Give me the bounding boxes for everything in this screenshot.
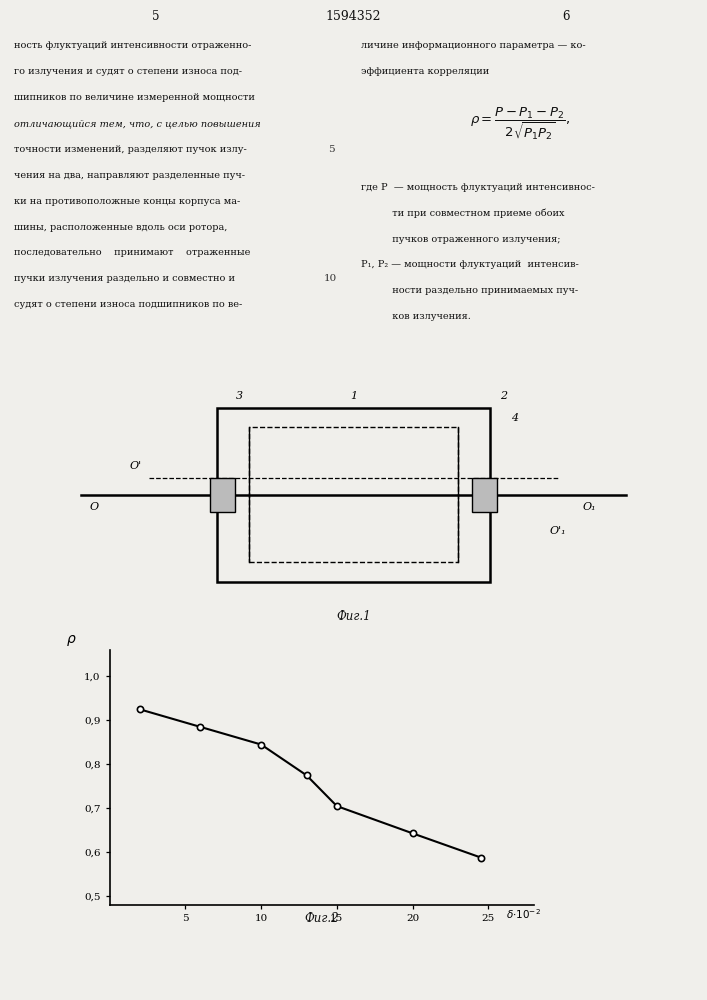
Text: 1: 1 (350, 391, 357, 401)
Text: P₁, P₂ — мощности флуктуаций  интенсив-: P₁, P₂ — мощности флуктуаций интенсив- (361, 260, 578, 269)
Text: O: O (90, 502, 99, 512)
Text: последовательно    принимают    отраженные: последовательно принимают отраженные (14, 248, 250, 257)
Text: O₁: O₁ (583, 502, 597, 512)
Text: ки на противоположные концы корпуса ма-: ки на противоположные концы корпуса ма- (14, 197, 240, 206)
Text: 3: 3 (236, 391, 243, 401)
Text: $\rho$: $\rho$ (66, 633, 77, 648)
Text: 4: 4 (511, 413, 518, 423)
Bar (472, 478, 497, 512)
Text: пучки излучения раздельно и совместно и: пучки излучения раздельно и совместно и (14, 274, 235, 283)
Text: ность флуктуаций интенсивности отраженно-: ность флуктуаций интенсивности отраженно… (14, 41, 252, 50)
Text: отличающийся тем, что, с целью повышения: отличающийся тем, что, с целью повышения (14, 119, 261, 128)
Text: 5: 5 (152, 10, 159, 23)
Text: ков излучения.: ков излучения. (361, 312, 470, 321)
Text: 1594352: 1594352 (326, 10, 381, 23)
Text: O': O' (129, 461, 141, 471)
Text: Фиг.1: Фиг.1 (337, 610, 370, 623)
Text: 2: 2 (500, 391, 507, 401)
Text: личине информационного параметра — ко-: личине информационного параметра — ко- (361, 41, 585, 50)
Text: Фиг.2: Фиг.2 (305, 912, 339, 925)
Text: ти при совместном приеме обоих: ти при совместном приеме обоих (361, 209, 564, 218)
Text: пучков отраженного излучения;: пучков отраженного излучения; (361, 235, 560, 244)
Text: $\rho=\dfrac{P-P_1-P_2}{2\sqrt{P_1P_2}},$: $\rho=\dfrac{P-P_1-P_2}{2\sqrt{P_1P_2}},… (469, 106, 570, 142)
Text: O'₁: O'₁ (550, 526, 566, 536)
Text: 6: 6 (562, 10, 569, 23)
Text: 5: 5 (327, 145, 334, 154)
Bar (249, 427, 458, 562)
Text: чения на два, направляют разделенные пуч-: чения на два, направляют разделенные пуч… (14, 171, 245, 180)
Text: эффициента корреляции: эффициента корреляции (361, 67, 489, 76)
Text: ности раздельно принимаемых пуч-: ности раздельно принимаемых пуч- (361, 286, 578, 295)
Text: 10: 10 (325, 274, 337, 283)
Bar (217, 408, 490, 582)
Bar (211, 478, 235, 512)
Text: судят о степени износа подшипников по ве-: судят о степени износа подшипников по ве… (14, 300, 243, 309)
Text: $\delta{\cdot}10^{-2}$: $\delta{\cdot}10^{-2}$ (506, 908, 542, 921)
Text: го излучения и судят о степени износа под-: го излучения и судят о степени износа по… (14, 67, 242, 76)
Text: где P  — мощность флуктуаций интенсивнос-: где P — мощность флуктуаций интенсивнос- (361, 183, 595, 192)
Text: точности изменений, разделяют пучок излу-: точности изменений, разделяют пучок излу… (14, 145, 247, 154)
Text: шипников по величине измеренной мощности: шипников по величине измеренной мощности (14, 93, 255, 102)
Text: шины, расположенные вдоль оси ротора,: шины, расположенные вдоль оси ротора, (14, 223, 228, 232)
